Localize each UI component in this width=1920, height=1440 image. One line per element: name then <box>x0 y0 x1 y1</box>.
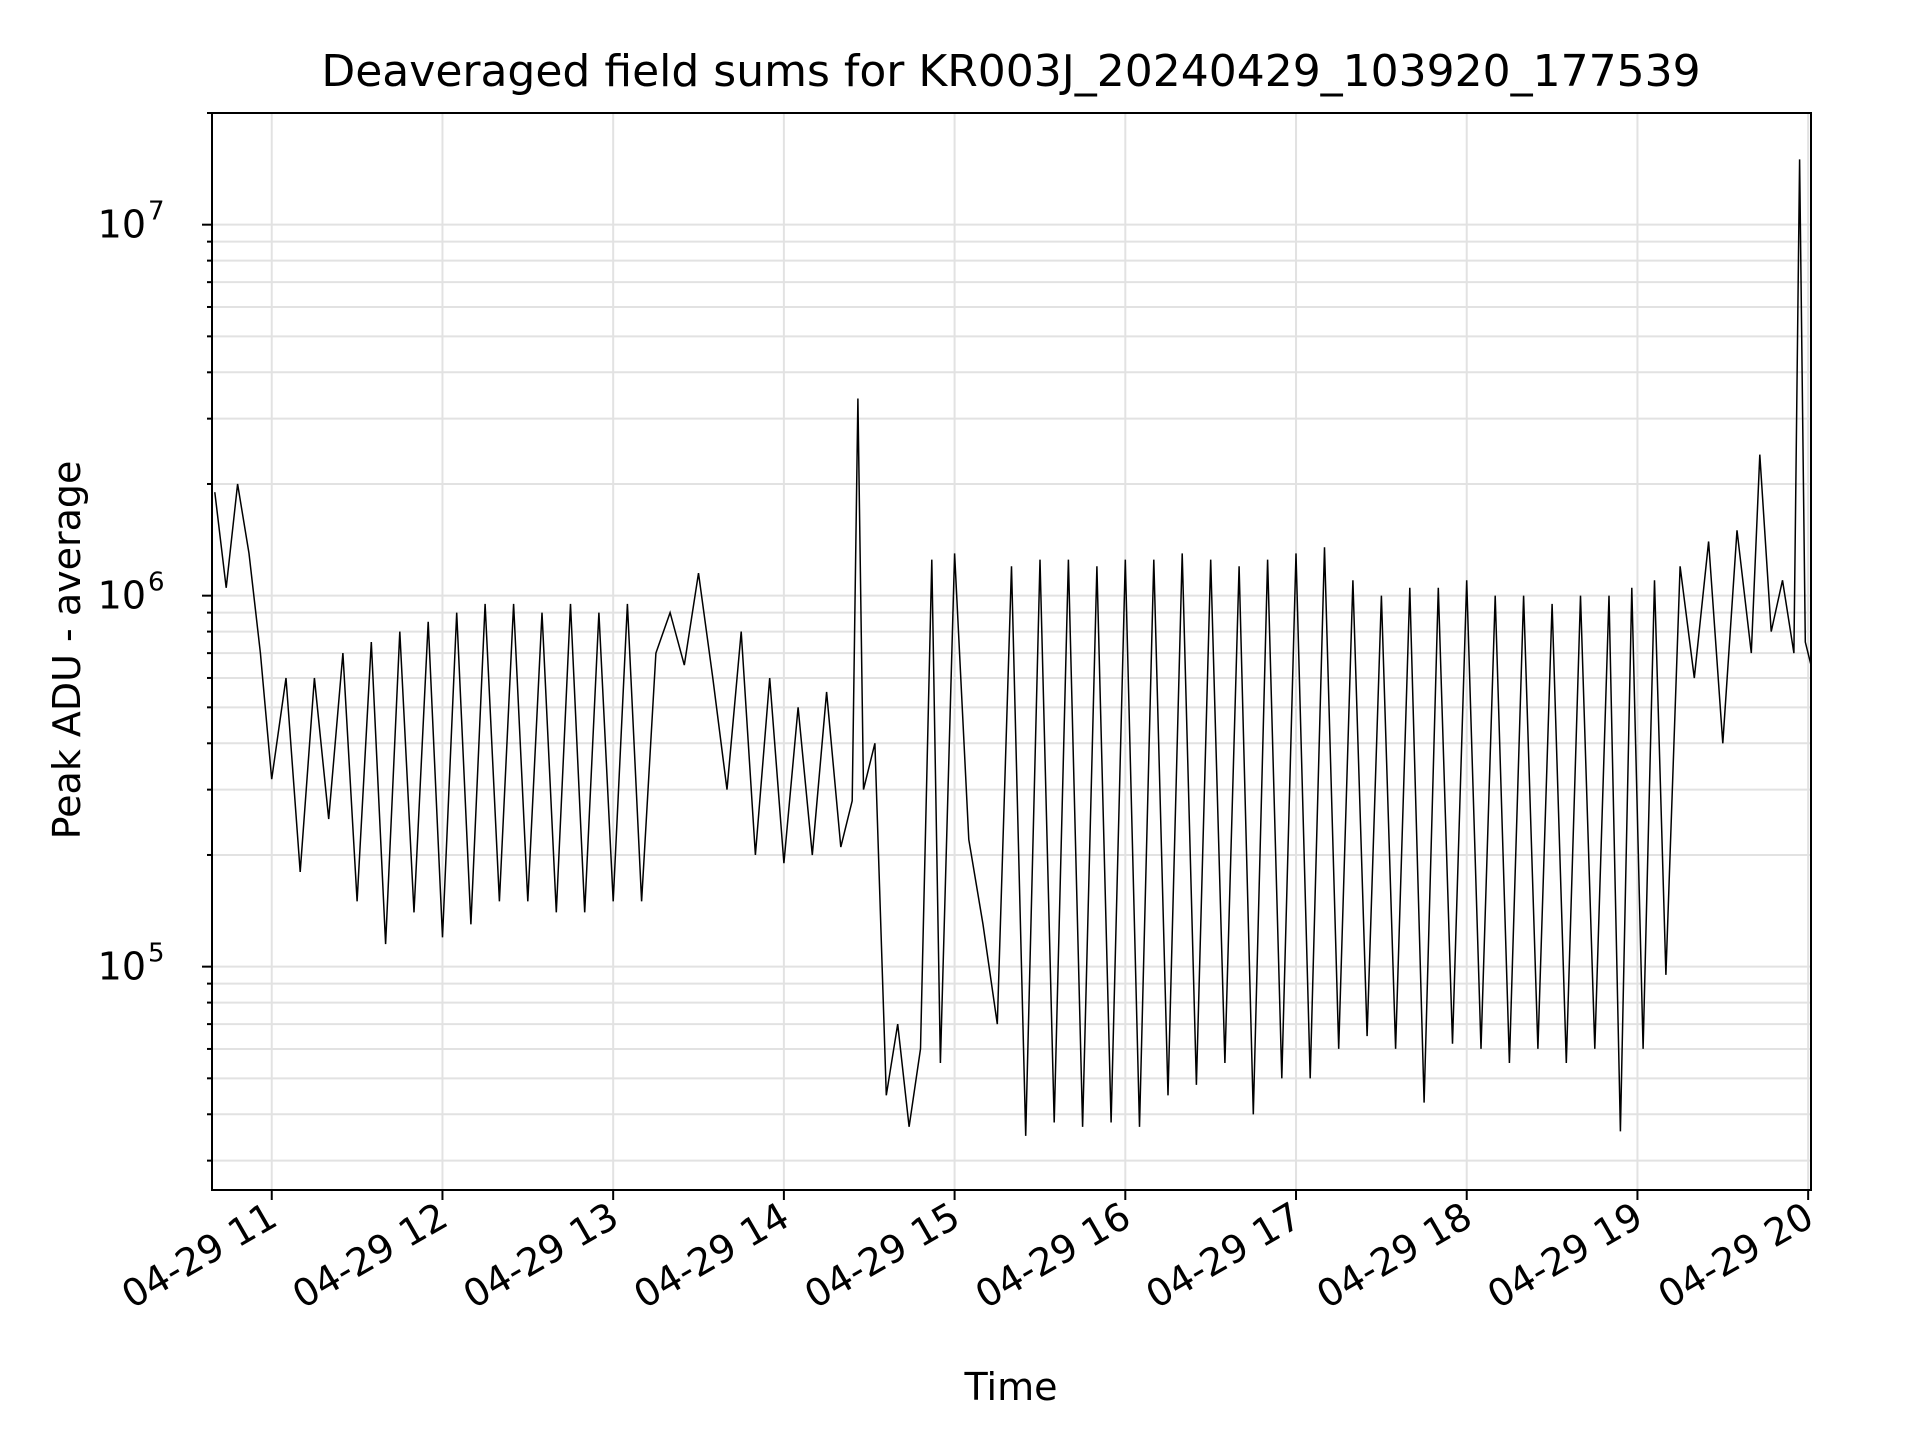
y-tick-exponent: 6 <box>148 568 165 598</box>
y-tick-label: 10 <box>98 574 146 618</box>
plot-frame <box>211 112 1812 1191</box>
grid <box>212 112 1811 1190</box>
x-axis-label: Time <box>964 1365 1058 1409</box>
y-axis-label: Peak ADU - average <box>45 461 89 840</box>
y-tick-exponent: 5 <box>148 939 165 969</box>
y-tick-exponent: 7 <box>148 197 165 227</box>
y-tick-label: 10 <box>98 203 146 247</box>
y-tick-label: 10 <box>98 945 146 989</box>
chart-title: Deaveraged field sums for KR003J_2024042… <box>321 46 1700 97</box>
series-line <box>214 159 1812 1136</box>
series-layer <box>214 159 1812 1136</box>
